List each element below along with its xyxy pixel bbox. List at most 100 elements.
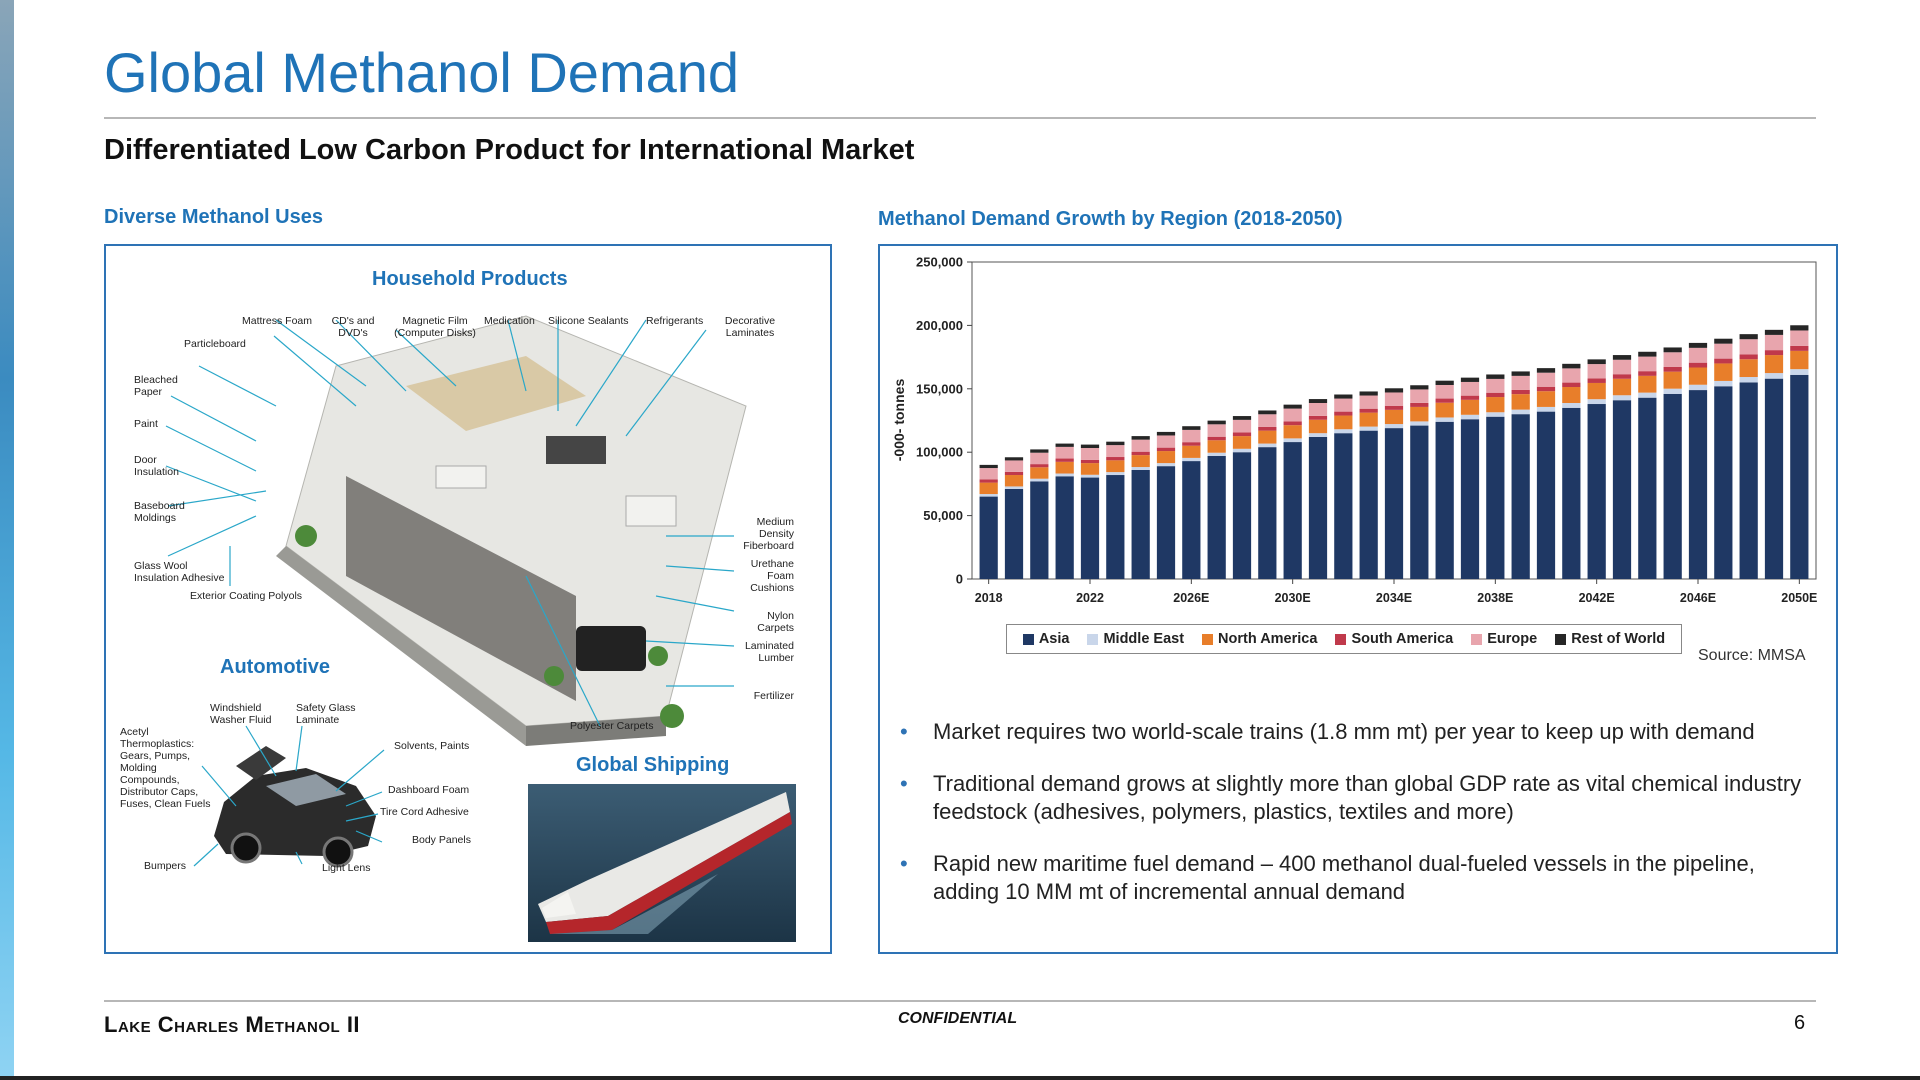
- legend-rest-of-world: Rest of World: [1555, 631, 1665, 647]
- bar-segment-north-america-2028: [1232, 436, 1252, 449]
- bar-segment-south-america-2032: [1334, 411, 1353, 416]
- household-illustration: [165, 315, 747, 746]
- bar-segment-middle-east-2035: [1410, 421, 1429, 426]
- bar-segment-europe-2023: [1106, 445, 1125, 458]
- bullet-list: • Market requires two world-scale trains …: [898, 718, 1818, 930]
- legend-label: North America: [1218, 631, 1318, 647]
- bar-segment-rest-of-world-2041: [1562, 363, 1581, 369]
- bar-segment-middle-east-2041: [1562, 403, 1581, 408]
- bar-segment-middle-east-2050: [1790, 369, 1809, 375]
- label-refrigerants: Refrigerants: [646, 315, 704, 327]
- bar-segment-asia-2029: [1258, 447, 1277, 579]
- label-solvents-paints: Solvents, Paints: [394, 740, 470, 752]
- label-silicone-sealants: Silicone Sealants: [548, 315, 629, 327]
- bar-segment-europe-2027: [1207, 424, 1226, 437]
- bar-segment-rest-of-world-2035: [1410, 385, 1429, 390]
- footer-project-name: Lake Charles Methanol II: [104, 1012, 361, 1037]
- bar-segment-asia-2021: [1055, 476, 1074, 579]
- bar-segment-europe-2037: [1460, 381, 1480, 396]
- bar-segment-north-america-2032: [1334, 415, 1353, 430]
- label-light-lens: Light Lens: [322, 862, 371, 874]
- label-body-panels: Body Panels: [412, 834, 471, 846]
- bar-segment-europe-2032: [1334, 398, 1353, 412]
- y-tick-label: 50,000: [923, 508, 963, 523]
- legend-europe: Europe: [1471, 631, 1537, 647]
- bar-segment-asia-2018: [979, 496, 998, 579]
- bar-segment-north-america-2031: [1308, 419, 1328, 434]
- bar-segment-asia-2030: [1283, 442, 1302, 579]
- legend-label: Rest of World: [1571, 631, 1666, 647]
- bar-segment-north-america-2023: [1106, 460, 1125, 473]
- bar-segment-europe-2039: [1511, 375, 1530, 390]
- bar-segment-middle-east-2027: [1207, 452, 1226, 457]
- y-axis-label: -000- tonnes: [891, 379, 907, 462]
- bar-segment-south-america-2026: [1182, 442, 1201, 446]
- bar-segment-europe-2042: [1587, 364, 1606, 379]
- bar-segment-rest-of-world-2045: [1663, 347, 1682, 353]
- bar-segment-middle-east-2025: [1156, 463, 1176, 467]
- household-title: Household Products: [372, 268, 568, 290]
- bar-segment-south-america-2019: [1004, 471, 1024, 476]
- bar-segment-rest-of-world-2034: [1384, 388, 1404, 393]
- bar-segment-middle-east-2046: [1688, 384, 1708, 391]
- title-divider: [104, 117, 1816, 119]
- bullet-text: Traditional demand grows at slightly mor…: [933, 771, 1802, 824]
- bar-segment-asia-2020: [1030, 481, 1049, 579]
- bar-segment-rest-of-world-2040: [1536, 368, 1556, 373]
- bar-segment-asia-2043: [1612, 400, 1632, 579]
- bar-segment-south-america-2022: [1080, 459, 1100, 464]
- bar-segment-rest-of-world-2031: [1308, 399, 1328, 403]
- bar-segment-south-america-2038: [1486, 392, 1505, 398]
- page-subtitle: Differentiated Low Carbon Product for In…: [104, 134, 915, 166]
- bar-segment-south-america-2021: [1055, 458, 1074, 462]
- bar-segment-asia-2047: [1714, 386, 1733, 579]
- bar-segment-asia-2019: [1004, 488, 1024, 579]
- bar-segment-rest-of-world-2033: [1359, 391, 1378, 396]
- label-windshield-washer: Windshield Washer Fluid: [210, 702, 272, 726]
- bar-segment-middle-east-2047: [1714, 380, 1733, 387]
- bar-segment-south-america-2041: [1562, 382, 1581, 388]
- y-tick-label: 0: [956, 572, 963, 587]
- bar-segment-north-america-2039: [1511, 394, 1530, 410]
- bar-segment-asia-2026: [1182, 461, 1201, 579]
- bar-segment-middle-east-2037: [1460, 414, 1480, 420]
- bar-segment-middle-east-2030: [1283, 438, 1302, 443]
- bar-segment-europe-2022: [1080, 448, 1100, 460]
- bar-segment-north-america-2049: [1764, 355, 1784, 374]
- bar-segment-south-america-2043: [1612, 374, 1632, 379]
- bar-segment-rest-of-world-2036: [1435, 380, 1454, 385]
- bar-segment-rest-of-world-2049: [1764, 329, 1784, 335]
- bar-segment-north-america-2033: [1359, 412, 1378, 427]
- bar-segment-asia-2032: [1334, 433, 1353, 579]
- bar-segment-north-america-2048: [1739, 359, 1758, 378]
- bar-segment-middle-east-2028: [1232, 448, 1252, 453]
- bar-segment-asia-2027: [1207, 456, 1226, 579]
- bar-segment-south-america-2030: [1283, 421, 1302, 426]
- page-number: 6: [1794, 1012, 1806, 1034]
- uses-heading: Diverse Methanol Uses: [104, 206, 323, 228]
- chart-source: Source: MMSA: [1698, 647, 1806, 664]
- label-acetyl-thermoplastics: Acetyl Thermoplastics: Gears, Pumps, Mol…: [120, 726, 211, 810]
- bar-segment-rest-of-world-2037: [1460, 377, 1480, 382]
- bar-segment-europe-2038: [1486, 378, 1505, 393]
- bar-segment-europe-2047: [1714, 343, 1733, 359]
- bar-segment-north-america-2030: [1283, 425, 1302, 439]
- bar-segment-europe-2031: [1308, 403, 1328, 416]
- label-particleboard: Particleboard: [184, 338, 246, 350]
- bar-segment-europe-2040: [1536, 372, 1556, 387]
- bar-segment-south-america-2040: [1536, 386, 1556, 392]
- bar-segment-north-america-2035: [1410, 406, 1429, 422]
- bar-segment-rest-of-world-2047: [1714, 338, 1733, 344]
- bar-segment-north-america-2041: [1562, 387, 1581, 403]
- label-polyester-carpets: Polyester Carpets: [570, 720, 654, 732]
- bar-segment-north-america-2050: [1790, 350, 1809, 370]
- bar-segment-europe-2033: [1359, 395, 1378, 409]
- bar-segment-middle-east-2024: [1131, 467, 1150, 470]
- label-laminated-lumber: Laminated Lumber: [744, 640, 794, 664]
- bar-segment-south-america-2029: [1258, 426, 1277, 431]
- ship-photo: [528, 784, 796, 942]
- x-tick-label: 2038E: [1477, 591, 1513, 605]
- bar-segment-south-america-2028: [1232, 432, 1252, 437]
- bar-segment-south-america-2037: [1460, 395, 1480, 400]
